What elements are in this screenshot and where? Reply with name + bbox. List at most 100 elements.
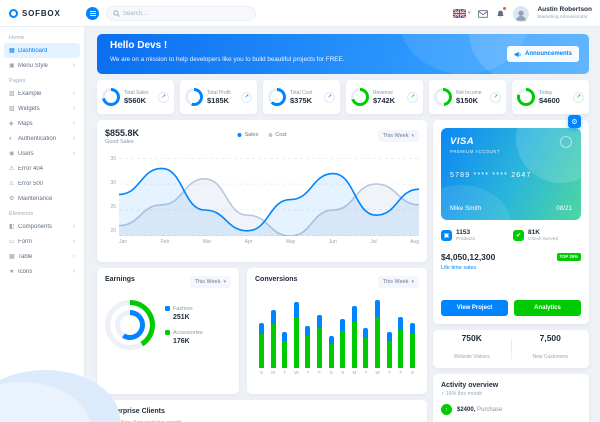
sidebar-item-widgets[interactable]: ▨ Widgets › bbox=[4, 101, 80, 116]
sidebar-item-label: Icons bbox=[18, 268, 33, 275]
stat-value: $560K bbox=[124, 95, 147, 105]
contactless-icon bbox=[560, 136, 572, 148]
sales-cost-line-chart bbox=[119, 158, 419, 236]
search-input[interactable] bbox=[123, 10, 249, 17]
bar-label: F bbox=[399, 370, 403, 375]
sidebar-item-form[interactable]: ▭ Form › bbox=[4, 234, 80, 249]
arrow-up-right-icon[interactable]: ↗ bbox=[158, 91, 169, 103]
bar-label: S bbox=[259, 370, 263, 375]
avatar[interactable] bbox=[513, 5, 530, 22]
arrow-up-right-icon[interactable]: ↗ bbox=[241, 91, 252, 103]
activity-item[interactable]: ↑ $2400, Purchase bbox=[441, 404, 581, 415]
example-icon: ▧ bbox=[9, 90, 15, 97]
top-badge: TOP 25% bbox=[556, 252, 581, 261]
progress-ring bbox=[185, 88, 203, 106]
hero-title: Hello Devs ! bbox=[110, 40, 168, 51]
arrow-up-right-icon[interactable]: ↗ bbox=[324, 91, 335, 103]
sidebar-item-maintenance[interactable]: ⚙ Maintenance bbox=[4, 191, 80, 206]
bar-label: T bbox=[306, 370, 310, 375]
stat-value: $375K bbox=[290, 95, 313, 105]
fashion-marker-icon bbox=[165, 306, 170, 311]
announcements-label: Announcements bbox=[524, 51, 572, 57]
bar-label: S bbox=[329, 370, 333, 375]
conversions-period-dropdown[interactable]: This Week ▾ bbox=[377, 276, 419, 288]
sidebar-item-icons[interactable]: ★ Icons › bbox=[4, 264, 80, 279]
stat-card-today: Today $4600 ↗ bbox=[512, 80, 589, 114]
sidebar-item-error-500[interactable]: ⚠ Error 500 bbox=[4, 176, 80, 191]
activity-overview-card: Activity overview ↑ 16% this month ↑ $24… bbox=[433, 374, 589, 422]
earnings-period-dropdown[interactable]: This Week ▾ bbox=[189, 276, 231, 288]
sidebar-item-label: Dashboard bbox=[18, 47, 48, 54]
chevron-right-icon: › bbox=[72, 62, 75, 69]
sidebar-item-components[interactable]: ◧ Components › bbox=[4, 219, 80, 234]
good-sales-subtitle: Good Sales bbox=[105, 139, 134, 145]
sidebar-item-maps[interactable]: ◈ Maps › bbox=[4, 116, 80, 131]
user-name[interactable]: Austin Robertson bbox=[537, 6, 592, 14]
brand-name[interactable]: SOFBOX bbox=[22, 9, 61, 18]
stat-value: $150K bbox=[456, 95, 479, 105]
conversion-bar bbox=[363, 296, 369, 368]
sidebar-item-example[interactable]: ▧ Example › bbox=[4, 86, 80, 101]
mail-button[interactable] bbox=[478, 9, 489, 18]
progress-ring bbox=[268, 88, 286, 106]
enterprise-clients-card: Enterprise Clients ↗ 15 New Acquired thi… bbox=[97, 400, 427, 422]
x-tick: Feb bbox=[160, 239, 170, 245]
account-type: PREMIUM ACCOUNT bbox=[450, 149, 500, 154]
enterprise-title: Enterprise Clients bbox=[105, 408, 165, 415]
activity-title: Activity overview bbox=[441, 382, 499, 389]
sidebar-item-error-404[interactable]: ⚠ Error 404 bbox=[4, 161, 80, 176]
stat-card-total-sales: Total Sales $560K ↗ bbox=[97, 80, 174, 114]
conversion-bar bbox=[398, 296, 404, 368]
chevron-right-icon: › bbox=[72, 90, 75, 97]
good-sales-period-dropdown[interactable]: This Week ▾ bbox=[377, 130, 419, 142]
announcements-button[interactable]: Announcements bbox=[506, 46, 579, 62]
notifications-button[interactable] bbox=[496, 6, 507, 19]
sidebar-item-table[interactable]: ▦ Table › bbox=[4, 249, 80, 264]
settings-button[interactable]: ⚙ bbox=[568, 115, 581, 128]
bar-label: S bbox=[341, 370, 345, 375]
arrow-up-right-icon[interactable]: ↗ bbox=[490, 91, 501, 103]
products-label: Products bbox=[456, 236, 475, 242]
uk-flag-icon bbox=[452, 9, 466, 18]
widgets-icon: ▨ bbox=[9, 105, 15, 112]
cost-dot-icon bbox=[268, 133, 273, 137]
stat-label: Today bbox=[539, 89, 553, 96]
analytics-button[interactable]: Analytics bbox=[514, 300, 581, 316]
purchase-value: $2400, bbox=[457, 406, 476, 413]
sidebar-item-menu-style[interactable]: ▣ Menu Style › bbox=[4, 58, 80, 73]
language-selector[interactable]: ▾ bbox=[452, 9, 470, 18]
stat-value: $4600 bbox=[539, 95, 560, 105]
good-sales-value: $855.8K bbox=[105, 128, 140, 138]
sidebar-section-home: Home bbox=[9, 35, 25, 41]
y-tick: 25 bbox=[110, 204, 116, 210]
brand[interactable]: SOFBOX bbox=[9, 0, 61, 27]
brand-logo-icon bbox=[9, 9, 18, 18]
notification-dot bbox=[502, 6, 507, 10]
view-project-button[interactable]: View Project bbox=[441, 300, 508, 316]
sidebar-toggle-button[interactable] bbox=[86, 7, 99, 20]
legend-sales[interactable]: Sales bbox=[237, 132, 258, 138]
legend-accessories[interactable]: Accessories 176K bbox=[165, 330, 203, 345]
x-tick: May bbox=[285, 239, 296, 245]
sidebar-item-label: Users bbox=[18, 150, 34, 157]
arrow-up-right-icon[interactable]: ↗ bbox=[573, 91, 584, 103]
error-404-icon: ⚠ bbox=[9, 165, 15, 172]
account-mini-stats: ▣ 1153 Products ✔ 81K Check Served bbox=[441, 229, 581, 243]
accessories-value: 176K bbox=[173, 337, 190, 345]
legend-cost[interactable]: Cost bbox=[268, 132, 287, 138]
account-summary-card: ⚙ VISA PREMIUM ACCOUNT 5789 **** **** 26… bbox=[433, 115, 589, 324]
sidebar-item-authentication[interactable]: ◐ Authentication › bbox=[4, 131, 80, 146]
lifetime-sales-label[interactable]: Life time sales bbox=[441, 264, 477, 271]
check-served-stat: ✔ 81K Check Served bbox=[513, 229, 581, 243]
fashion-value: 251K bbox=[173, 313, 190, 321]
sidebar-item-dashboard[interactable]: ▦ Dashboard bbox=[4, 43, 80, 58]
speaker-icon bbox=[514, 51, 521, 57]
legend-fashion[interactable]: Fashion 251K bbox=[165, 306, 203, 321]
website-visitors-label: Website Visitors bbox=[453, 354, 490, 361]
arrow-up-right-icon[interactable]: ↗ bbox=[407, 91, 418, 103]
bar-label: M bbox=[271, 370, 275, 375]
conversion-bar bbox=[328, 296, 334, 368]
products-icon: ▣ bbox=[441, 230, 452, 242]
sidebar-item-users[interactable]: ◉ Users › bbox=[4, 146, 80, 161]
